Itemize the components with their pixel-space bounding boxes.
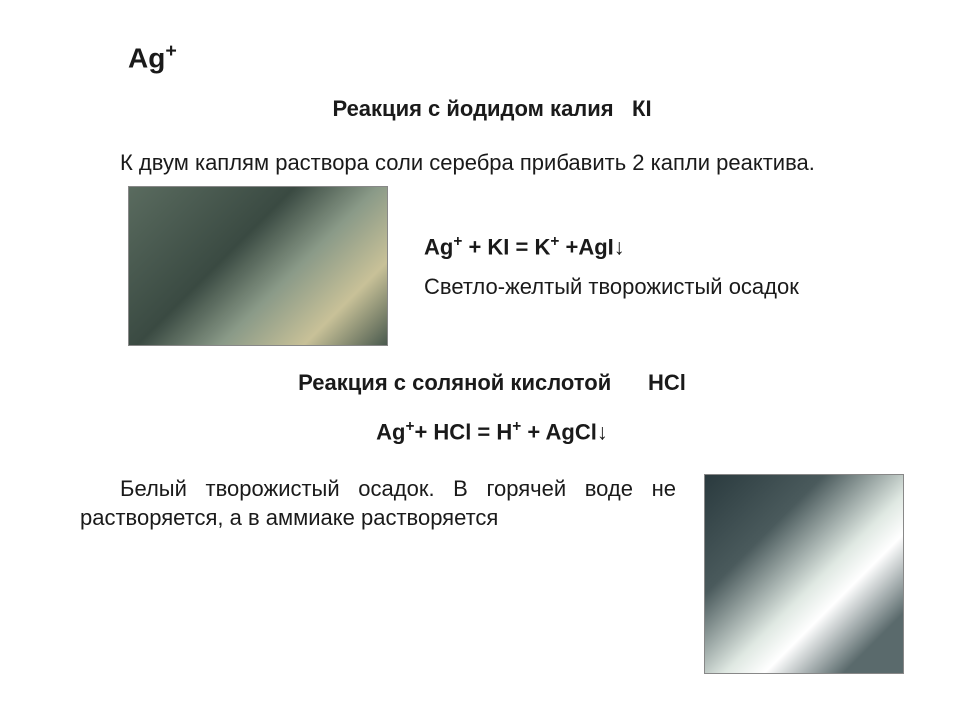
reaction1-photo (128, 186, 388, 346)
eq2-ag: Ag (376, 420, 405, 445)
eq2-tail: + AgCl↓ (521, 420, 608, 445)
reaction1-title: Реакция с йодидом калия КI (80, 96, 904, 122)
reaction2-reagent: HCl (648, 370, 686, 395)
eq1-tail: +AgI↓ (559, 234, 624, 259)
reaction2-observation: Белый творожистый осадок. В горячей воде… (80, 474, 676, 533)
reaction2-equation: Ag++ HCl = H+ + AgCl↓ (80, 418, 904, 445)
eq1-ag-charge: + (453, 233, 462, 250)
ion-heading: Ag+ (128, 40, 904, 74)
ion-charge: + (165, 40, 176, 62)
ion-symbol: Ag (128, 42, 165, 73)
reaction2-row: Белый творожистый осадок. В горячей воде… (80, 474, 904, 674)
reaction1-observation: Светло-желтый творожистый осадок (424, 274, 904, 300)
eq2-h-charge: + (512, 418, 521, 435)
reaction1-procedure: К двум каплям раствора соли серебра приб… (80, 150, 904, 176)
reaction2-title: Реакция с соляной кислотой HCl (80, 370, 904, 396)
reaction1-details: Ag+ + KI = K+ +AgI↓ Светло-желтый творож… (424, 233, 904, 300)
reaction1-row: Ag+ + KI = K+ +AgI↓ Светло-желтый творож… (80, 186, 904, 346)
eq1-ag: Ag (424, 234, 453, 259)
reaction1-title-text: Реакция с йодидом калия (332, 96, 613, 121)
reaction1-equation: Ag+ + KI = K+ +AgI↓ (424, 233, 904, 260)
eq2-mid: + HCl = H (414, 420, 512, 445)
reaction1-reagent: КI (632, 96, 652, 121)
eq1-mid: + KI = K (462, 234, 550, 259)
reaction2-title-text: Реакция с соляной кислотой (298, 370, 611, 395)
reaction2-photo (704, 474, 904, 674)
